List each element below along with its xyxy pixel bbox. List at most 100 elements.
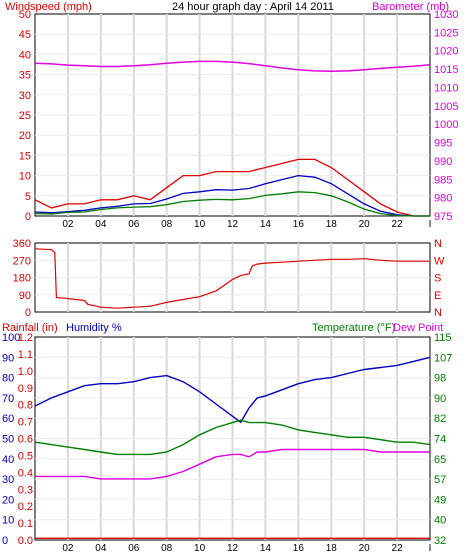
humidity-left-tick-label: 50 (2, 434, 14, 446)
humidity-x-tick-label: 16 (293, 543, 305, 554)
humidity-x-tick-label: I (429, 543, 432, 554)
temperature-axis-label: Temperature (°F) (312, 322, 395, 334)
series-wind-line (34, 191, 430, 217)
wind-left-tick-label: 20 (19, 130, 31, 142)
direction-right-tick-label: N (434, 307, 442, 319)
wind-x-tick-label: 12 (227, 219, 239, 230)
direction-left-tick-label: 360 (13, 238, 31, 250)
direction-left-tick-label: 270 (13, 255, 31, 267)
rain-left-tick-label: 0.9 (18, 383, 33, 395)
humidity-x-tick-label: 20 (359, 543, 371, 554)
wind-right-tick-label: 1010 (434, 82, 458, 94)
wind-right-tick-label: 1015 (434, 64, 458, 76)
wind-x-tick-label: 22 (392, 219, 404, 230)
series-gust-line (34, 158, 430, 217)
wind-x-tick-label: 06 (128, 219, 140, 230)
rain-left-tick-label: 0.0 (18, 535, 33, 547)
wind-right-tick-label: 990 (434, 156, 452, 168)
wind-x-tick-label: I (429, 219, 432, 230)
series-dew-line (35, 448, 430, 480)
humidity-x-tick-label: 04 (95, 543, 107, 554)
wind-left-tick-label: 40 (19, 49, 31, 61)
humidity-x-tick-label: 18 (326, 543, 338, 554)
wind-x-tick-label: 20 (359, 219, 371, 230)
wind-x-tick-label: 02 (62, 219, 74, 230)
humidity-left-tick-label: 0 (2, 535, 8, 547)
rain-left-tick-label: 0.1 (18, 518, 33, 530)
wind-left-tick-label: 50 (19, 9, 31, 21)
wind-right-tick-label: 1005 (434, 101, 458, 113)
humidity-left-tick-label: 80 (2, 373, 14, 385)
temperature-right-tick-label: 40 (434, 515, 446, 527)
wind-left-tick-label: 10 (19, 171, 31, 183)
dewpoint-axis-label: Dew Point (393, 322, 443, 334)
wind-left-tick-label: 5 (25, 191, 31, 203)
wind-left-tick-label: 45 (19, 29, 31, 41)
wind-x-tick-label: 08 (161, 219, 173, 230)
temperature-right-tick-label: 82 (434, 413, 446, 425)
humidity-left-tick-label: 100 (2, 332, 20, 344)
humidity-left-tick-label: 60 (2, 413, 14, 425)
direction-right-tick-label: W (434, 255, 445, 267)
direction-right-tick-label: E (434, 290, 441, 302)
wind-x-tick-label: 18 (326, 219, 338, 230)
rain-left-tick-label: 1.0 (18, 366, 33, 378)
humidity-x-tick-label: 02 (62, 543, 74, 554)
wind-right-tick-label: 980 (434, 193, 452, 205)
temperature-right-tick-label: 49 (434, 494, 446, 506)
rain-left-tick-label: 1.1 (18, 349, 33, 361)
chart-title: 24 hour graph day : April 14 2011 (172, 1, 334, 13)
rain-left-tick-label: 0.3 (18, 484, 33, 496)
direction-left-tick-label: 180 (13, 273, 31, 285)
wind-right-tick-label: 985 (434, 174, 452, 186)
rain-left-tick-label: 0.8 (18, 400, 33, 412)
direction-right-tick-label: N (434, 238, 442, 250)
wind-right-tick-label: 1030 (434, 9, 458, 21)
direction-left-tick-label: 90 (19, 290, 31, 302)
windspeed-axis-label: Windspeed (mph) (5, 1, 92, 13)
temperature-right-tick-label: 107 (434, 352, 452, 364)
barometer-axis-label: Barometer (mb) (372, 1, 449, 13)
humidity-x-tick-label: 22 (392, 543, 404, 554)
wind-x-tick-label: 14 (260, 219, 272, 230)
temperature-right-tick-label: 74 (434, 434, 446, 446)
rain-left-tick-label: 0.7 (18, 417, 33, 429)
wind-right-tick-label: 1000 (434, 119, 458, 131)
rain-left-tick-label: 0.6 (18, 434, 33, 446)
temperature-right-tick-label: 65 (434, 454, 446, 466)
wind-left-tick-label: 0 (25, 211, 31, 223)
wind-left-tick-label: 25 (19, 110, 31, 122)
humidity-x-tick-label: 08 (161, 543, 173, 554)
humidity-x-tick-label: 10 (194, 543, 206, 554)
rain-left-tick-label: 1.2 (18, 332, 33, 344)
humidity-x-tick-label: 06 (128, 543, 140, 554)
series-avg-line (34, 174, 430, 217)
humidity-left-tick-label: 70 (2, 393, 14, 405)
direction-right-tick-label: S (434, 273, 441, 285)
humidity-left-tick-label: 90 (2, 352, 14, 364)
series-baro-line (34, 60, 431, 73)
humidity-left-tick-label: 30 (2, 474, 14, 486)
direction-left-tick-label: 0 (25, 307, 31, 319)
rain-left-tick-label: 0.2 (18, 501, 33, 513)
wind-right-tick-label: 975 (434, 211, 452, 223)
rain-left-tick-label: 0.4 (18, 467, 33, 479)
wind-right-tick-label: 1025 (434, 27, 458, 39)
humidity-left-tick-label: 20 (2, 494, 14, 506)
temperature-right-tick-label: 57 (434, 474, 446, 486)
humidity-x-tick-label: 12 (227, 543, 239, 554)
wind-x-tick-label: 16 (293, 219, 305, 230)
rain-left-tick-label: 0.5 (18, 450, 33, 462)
series-temp-line (34, 419, 431, 456)
temperature-right-tick-label: 115 (434, 332, 452, 344)
series-direction-line (34, 248, 430, 309)
wind-left-tick-label: 30 (19, 90, 31, 102)
humidity-temperature-panel: 0 10 20 30 40 50 60 70 80 90 100 0.0 0.1 0.2 0.3 0.4 0.5… (2, 332, 452, 554)
humidity-left-tick-label: 40 (2, 454, 14, 466)
wind-left-tick-label: 15 (19, 150, 31, 162)
wind-x-tick-label: 10 (194, 219, 206, 230)
wind-left-tick-label: 35 (19, 70, 31, 82)
